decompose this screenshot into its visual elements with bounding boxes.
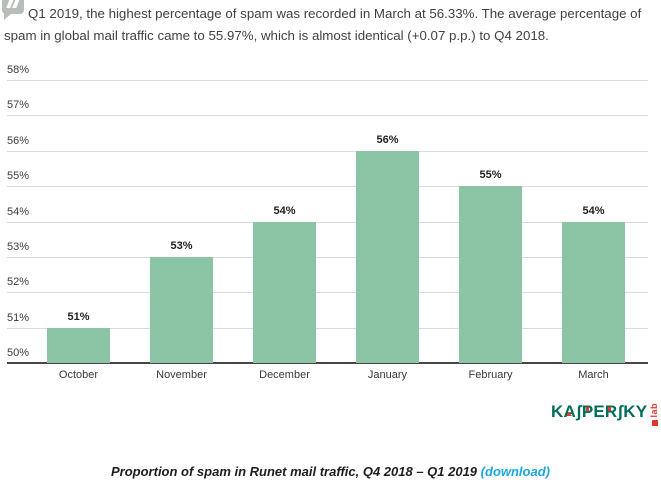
y-axis-tick-label: 54%: [7, 205, 30, 218]
bar-value-label: 53%: [170, 239, 193, 252]
download-link[interactable]: (download): [480, 464, 550, 479]
intro-text: Q1 2019, the highest percentage of spam …: [4, 6, 642, 43]
bar-value-label: 56%: [376, 133, 399, 146]
x-axis-label: December: [259, 369, 310, 381]
quote-bubble-tail: [4, 13, 12, 20]
quote-bubble-icon: [2, 0, 24, 21]
bar-march: [562, 221, 625, 363]
bar-january: [356, 150, 419, 363]
bar-value-label: 54%: [582, 204, 605, 217]
bar-december: [253, 221, 316, 363]
y-axis-tick-label: 50%: [7, 347, 30, 359]
x-axis-label: March: [578, 369, 609, 381]
y-axis-tick-label: 57%: [7, 99, 30, 112]
bar-november: [150, 256, 213, 363]
kaspersky-logo-text: KAʃPERʃKY: [551, 402, 648, 421]
bar-february: [459, 186, 522, 363]
y-axis-tick-label: 53%: [7, 240, 30, 253]
kaspersky-logo-lab: lab: [649, 403, 660, 426]
gridline: [7, 186, 648, 188]
chart-caption-text: Proportion of spam in Runet mail traffic…: [111, 464, 478, 479]
bar-value-label: 51%: [67, 310, 90, 323]
logo-red-square: [651, 419, 658, 426]
y-axis-tick-label: 55%: [7, 170, 30, 183]
logo-red-accent: [566, 412, 572, 416]
kaspersky-logo: KAʃPERʃKY lab: [551, 402, 659, 426]
x-axis-label: February: [468, 369, 513, 381]
spam-bar-chart: 50% 51% 52% 53% 54% 55% 56% 57% 58% 51% October 53%…: [0, 60, 661, 395]
logo-red-accent: [608, 407, 611, 411]
gridline: [7, 221, 648, 223]
y-axis-tick-label: 58%: [7, 64, 30, 76]
y-axis-tick-label: 56%: [7, 134, 30, 147]
chart-caption: Proportion of spam in Runet mail traffic…: [0, 464, 661, 480]
gridline: [7, 80, 648, 81]
logo-red-accent: [586, 407, 589, 411]
y-axis-tick-label: 52%: [7, 276, 30, 289]
y-axis-tick-label: 51%: [7, 311, 30, 324]
bar-october: [47, 327, 110, 363]
x-axis-line: [7, 362, 648, 364]
gridline: [7, 327, 648, 329]
kaspersky-logo-wordmark: KAʃPERʃKY: [551, 402, 647, 422]
kaspersky-logo-lab-text: lab: [649, 403, 660, 418]
x-axis-label: January: [367, 369, 408, 381]
bar-value-label: 54%: [273, 204, 296, 217]
gridline: [7, 292, 648, 294]
x-axis-label: October: [58, 369, 99, 381]
gridline: [7, 115, 648, 117]
gridline: [7, 150, 648, 152]
gridline: [7, 256, 648, 258]
x-axis-label: November: [156, 369, 207, 381]
bar-value-label: 55%: [479, 169, 502, 182]
